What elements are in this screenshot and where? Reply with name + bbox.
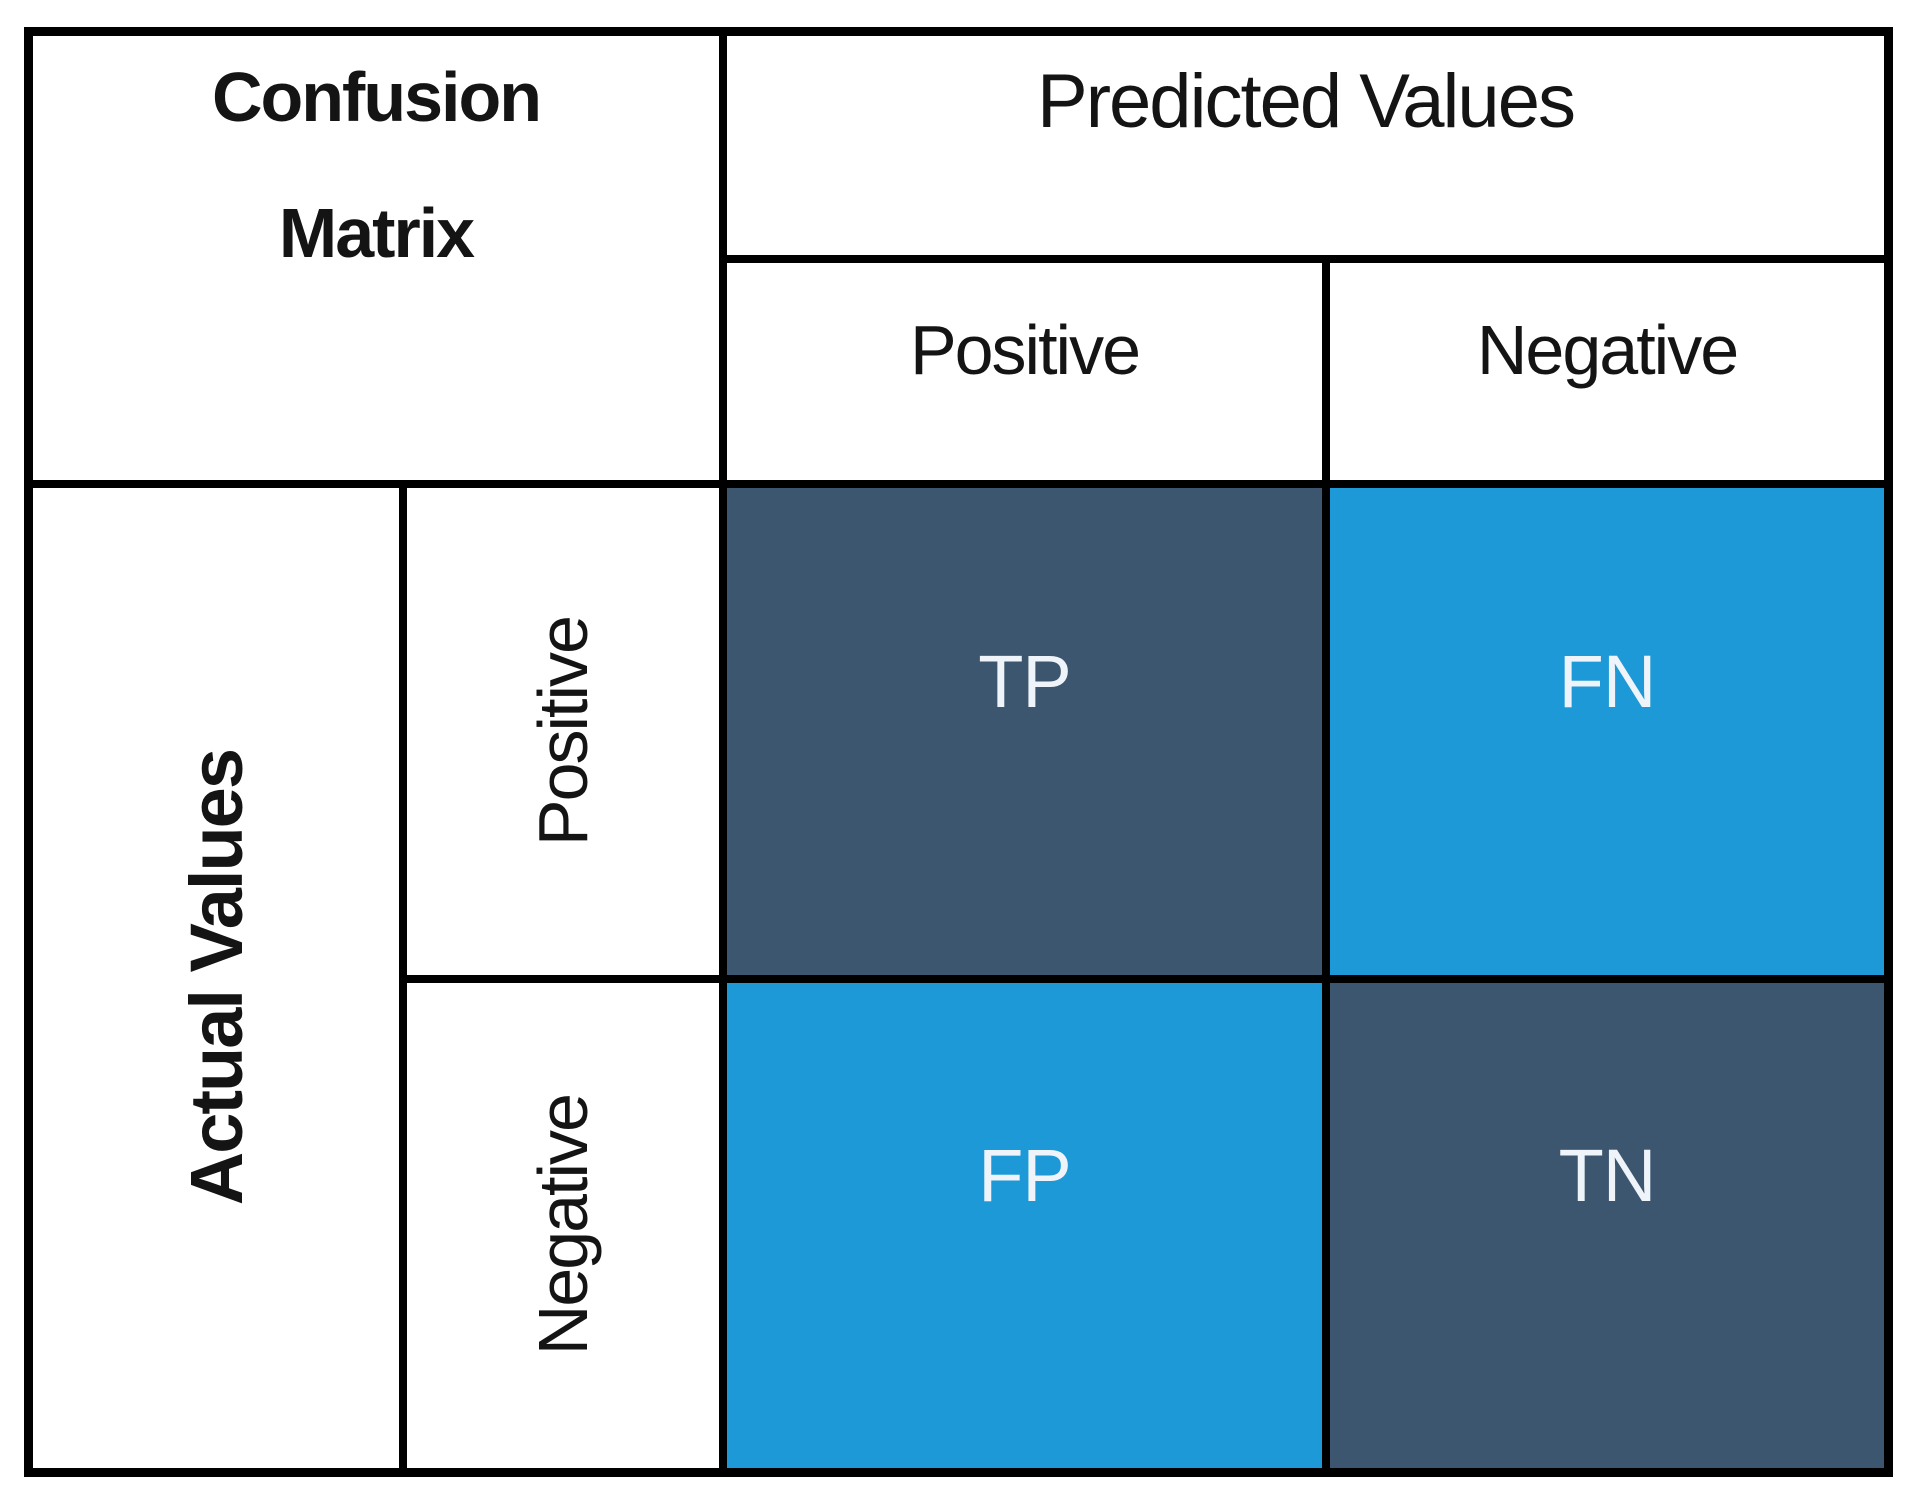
cell-true-negative: TN — [1330, 983, 1884, 1468]
false-negative-label: FN — [1558, 640, 1657, 723]
true-negative-label: TN — [1558, 1134, 1657, 1217]
actual-negative-header-cell: Negative — [407, 983, 719, 1468]
cell-true-positive: TP — [727, 488, 1322, 975]
predicted-values-label: Predicted Values — [1037, 59, 1576, 144]
corner-title-line-2: Matrix — [278, 194, 475, 272]
actual-values-header-cell: Actual Values — [33, 488, 399, 1468]
predicted-negative-header-cell: Negative — [1330, 263, 1884, 480]
corner-title-cell: Confusion Matrix — [33, 36, 719, 480]
true-positive-label: TP — [978, 640, 1072, 723]
actual-positive-label: Positive — [524, 616, 602, 847]
predicted-positive-header-cell: Positive — [727, 263, 1322, 480]
confusion-matrix-table: Confusion Matrix Predicted Values Positi… — [24, 27, 1893, 1477]
predicted-negative-label: Negative — [1476, 310, 1739, 389]
actual-values-label: Actual Values — [174, 750, 258, 1206]
false-positive-label: FP — [978, 1134, 1072, 1217]
actual-negative-label: Negative — [524, 1095, 602, 1356]
actual-positive-header-cell: Positive — [407, 488, 719, 975]
cell-false-negative: FN — [1330, 488, 1884, 975]
predicted-values-header-cell: Predicted Values — [727, 36, 1884, 255]
corner-title-line-1: Confusion — [211, 58, 542, 136]
predicted-positive-label: Positive — [909, 310, 1141, 389]
cell-false-positive: FP — [727, 983, 1322, 1468]
